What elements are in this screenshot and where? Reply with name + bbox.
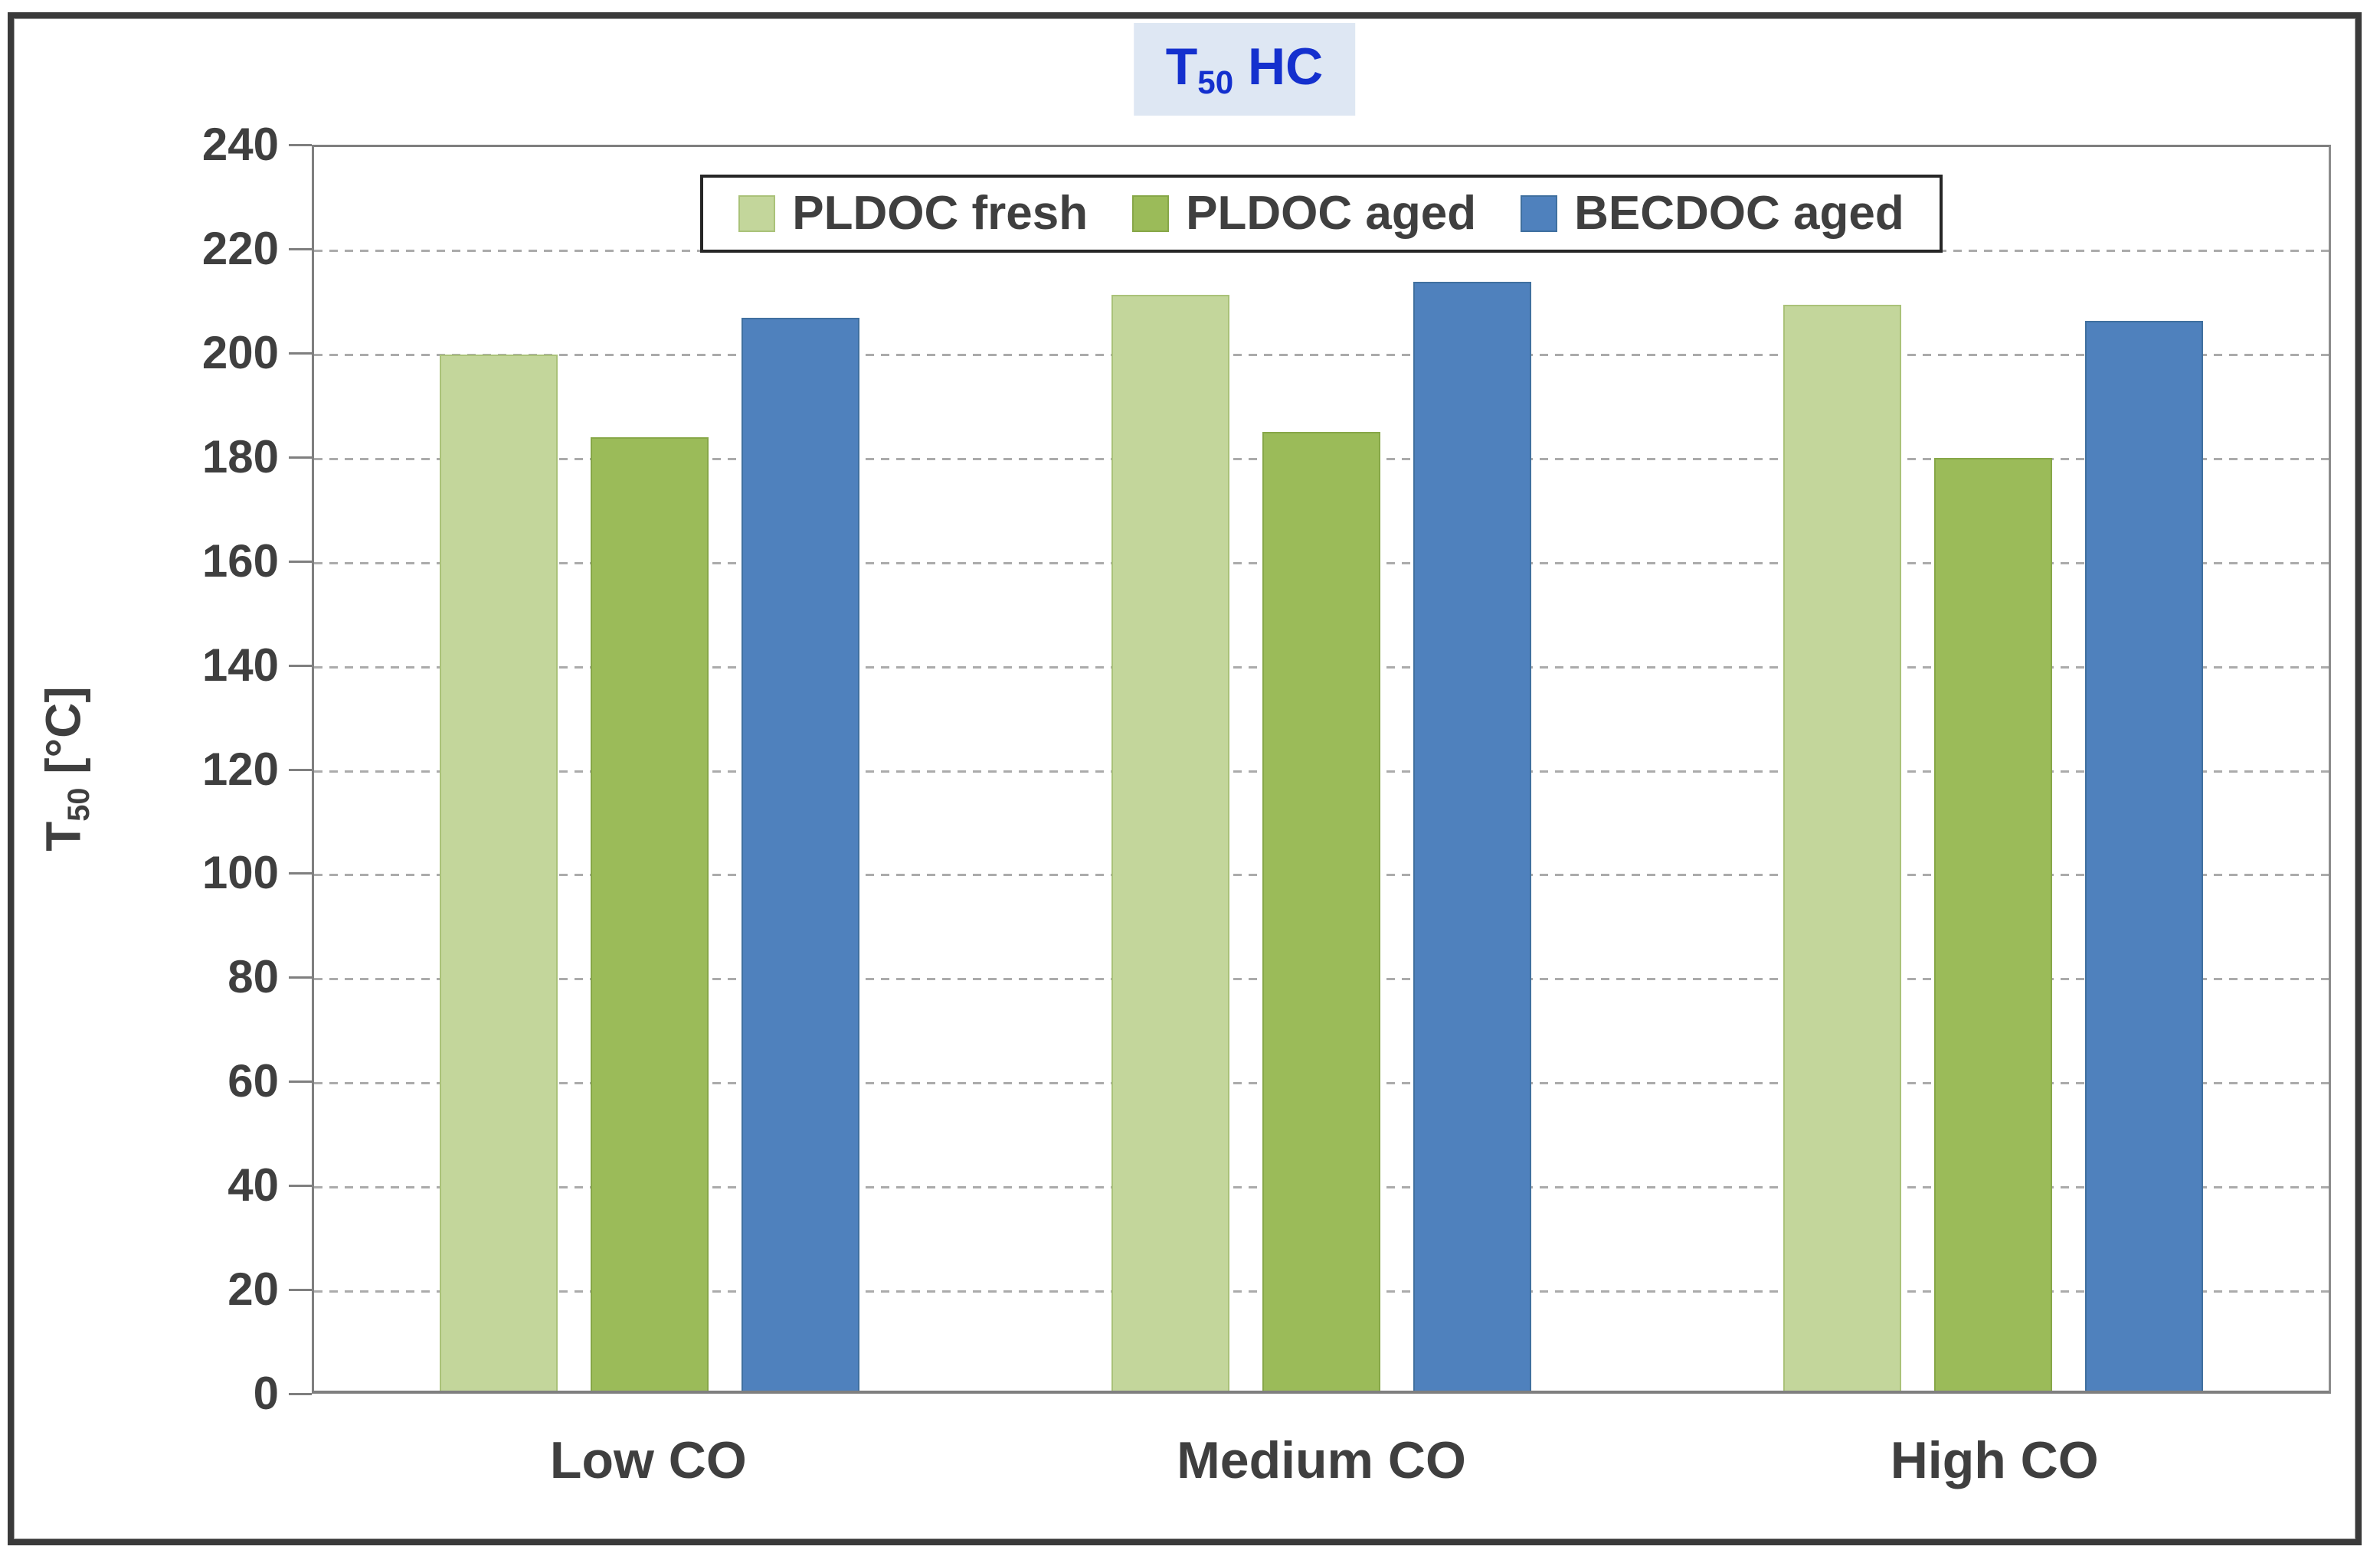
figure-frame: T50 HC T50 [°C] 0 20 40 60 80 100 120 140 160 180…	[8, 12, 2362, 1545]
y-tick-mark-60	[289, 1081, 312, 1084]
gridline-200	[314, 353, 2329, 356]
y-tick-mark-120	[289, 768, 312, 771]
y-tick-mark-80	[289, 976, 312, 979]
bar-becdoc-aged-0	[741, 318, 860, 1391]
chart-title-subscript: 50	[1197, 64, 1234, 100]
y-tick-mark-40	[289, 1185, 312, 1188]
x-axis-category-labels: Low CO Medium CO High CO	[312, 1430, 2331, 1490]
y-tick-label-200: 200	[201, 326, 279, 378]
y-tick-label-100: 100	[201, 847, 279, 899]
bar-pldoc-fresh-1	[1111, 294, 1229, 1391]
y-tick-mark-160	[289, 560, 312, 563]
chart-title: T50 HC	[1133, 23, 1356, 116]
y-tick-label-180: 180	[201, 430, 279, 482]
y-tick-label-220: 220	[201, 222, 279, 274]
bar-pldoc-aged-1	[1262, 432, 1380, 1391]
plot-area	[312, 145, 2331, 1394]
y-tick-label-20: 20	[228, 1264, 279, 1316]
category-label-2: High CO	[1890, 1431, 2099, 1489]
bar-group-1	[986, 147, 1658, 1391]
y-tick-mark-220	[289, 247, 312, 250]
chart-title-rest: HC	[1233, 38, 1324, 96]
y-tick-label-80: 80	[228, 951, 279, 1003]
bar-pldoc-fresh-2	[1783, 305, 1901, 1391]
y-tick-mark-180	[289, 456, 312, 459]
y-tick-label-0: 0	[253, 1368, 279, 1419]
bar-pldoc-aged-2	[1933, 458, 2052, 1391]
category-label-1: Medium CO	[1177, 1431, 1466, 1489]
y-tick-label-240: 240	[201, 119, 279, 170]
y-tick-mark-240	[289, 144, 312, 146]
chart-title-main: T	[1165, 38, 1198, 96]
y-tick-label-160: 160	[201, 535, 279, 587]
y-tick-mark-100	[289, 872, 312, 875]
bar-becdoc-aged-1	[1413, 281, 1531, 1391]
bar-groups	[314, 147, 2329, 1391]
bar-group-0	[314, 147, 986, 1391]
y-tick-label-120: 120	[201, 743, 279, 795]
y-tick-mark-0	[289, 1393, 312, 1395]
bar-pldoc-aged-0	[591, 436, 709, 1391]
bar-group-2	[1657, 147, 2329, 1391]
bar-becdoc-aged-2	[2084, 320, 2203, 1391]
y-tick-label-60: 60	[228, 1055, 279, 1107]
y-tick-mark-20	[289, 1289, 312, 1292]
y-tick-mark-200	[289, 351, 312, 355]
y-tick-label-140: 140	[201, 639, 279, 691]
y-tick-label-40: 40	[228, 1159, 279, 1211]
chart-canvas: T50 HC T50 [°C] 0 20 40 60 80 100 120 140 160 180…	[14, 18, 2355, 1539]
bar-pldoc-fresh-0	[440, 354, 558, 1391]
y-tick-mark-140	[289, 664, 312, 667]
category-label-0: Low CO	[549, 1431, 747, 1489]
